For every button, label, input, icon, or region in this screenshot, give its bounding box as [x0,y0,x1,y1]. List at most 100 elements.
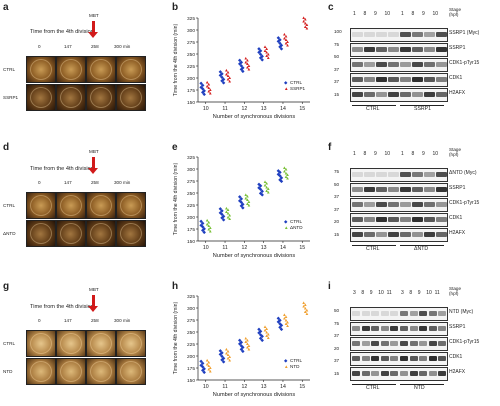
data-point-e-treated: ▲ [206,227,211,232]
data-point-h-ctrl: ◆ [219,352,223,357]
blot-band-i [409,341,418,346]
blot-band-f [424,217,435,222]
y-tick-label-b: 300 [187,28,195,34]
data-point-b-treated: ▲ [227,75,232,80]
stage-number-i: 11 [434,290,440,296]
data-point-e-ctrl: ◆ [280,179,284,184]
data-point-e-treated: ▲ [284,167,289,172]
data-point-e-treated: ▲ [243,195,248,200]
band-label-f: H2AFX [449,230,466,236]
blot-band-i [400,356,409,361]
y-tick-label-h: 225 [187,342,195,348]
stage-number-f: 10 [432,151,439,157]
blot-band-c [400,32,411,37]
band-label-f: SSRP1 [449,185,466,191]
blot-band-c [412,77,423,82]
blot-band-f [364,202,375,207]
y-tick-label-b: 150 [187,100,195,106]
data-point-e-treated: ▲ [226,207,231,212]
data-point-h-treated: ▲ [266,331,271,336]
blot-band-c [400,62,411,67]
blot-band-c [424,92,435,97]
x-tick-label-e: 12 [241,245,247,251]
data-point-b-treated: ▲ [243,56,248,61]
data-point-b-treated: ▲ [266,55,271,60]
x-axis-label-b: Number of synchronous divisions [213,114,296,120]
band-label-i: H2AFX [449,369,466,375]
data-point-b-treated: ▲ [224,68,229,73]
data-point-h-ctrl: ◆ [240,343,244,348]
mw-marker-f: 20 [334,219,340,224]
data-point-h-treated: ▲ [301,304,306,309]
data-point-e-ctrl: ◆ [259,183,263,188]
panel-letter-d: d [3,142,10,153]
data-point-e-ctrl: ◆ [220,212,224,217]
blot-band-f [424,232,435,237]
data-point-e-treated: ▲ [264,184,269,189]
data-point-b-treated: ▲ [264,46,269,51]
row-ntd-g: NTD [3,369,13,374]
mbt-arrow-head-a [88,32,98,38]
stage-number-i: 8 [409,290,413,296]
stage-number-i: 8 [361,290,365,296]
group-line-c [352,105,396,106]
blot-strip-f [350,213,448,227]
blot-band-i [352,311,361,316]
data-point-b-ctrl: ◆ [203,91,207,96]
data-point-e-ctrl: ◆ [219,210,223,215]
data-point-b-ctrl: ◆ [199,81,203,86]
blot-band-i [409,371,418,376]
blot-band-f [400,172,411,177]
mbt-arrow-head-g [88,306,98,312]
blot-strip-f [350,183,448,197]
y-tick-label-b: 175 [187,88,195,94]
data-point-e-treated: ▲ [266,190,271,195]
x-tick-label-b: 10 [203,106,209,112]
panel-letter-c: c [328,2,334,13]
data-point-e-ctrl: ◆ [240,203,244,208]
blot-band-f [364,187,375,192]
blot-band-c [376,92,387,97]
legend-marker-h: ◆ [284,358,288,363]
data-point-h-treated: ▲ [245,345,250,350]
data-point-b-treated: ▲ [205,83,210,88]
data-point-h-ctrl: ◆ [240,339,244,344]
blot-strip-c [350,43,448,57]
data-point-b-ctrl: ◆ [220,71,224,76]
data-point-h-ctrl: ◆ [257,330,261,335]
blot-band-i [380,311,389,316]
data-point-h-treated: ▲ [303,306,308,311]
mw-marker-f: 50 [334,181,340,187]
embryo-image-d-ctrl-147 [56,192,86,219]
blot-band-i [428,341,437,346]
blot-band-i [371,326,380,331]
blot-band-f [388,217,399,222]
y-tick-label-e: 325 [187,155,195,161]
data-point-e-treated: ▲ [208,225,213,230]
data-point-e-ctrl: ◆ [240,196,244,201]
blot-band-i [438,341,447,346]
data-point-h-treated: ▲ [264,333,269,338]
data-point-e-ctrl: ◆ [220,208,224,213]
blot-band-f [352,202,363,207]
blot-strip-f [350,198,448,212]
data-point-e-ctrl: ◆ [278,170,282,175]
blot-band-f [352,172,363,177]
data-point-e-ctrl: ◆ [222,217,226,222]
data-point-h-treated: ▲ [227,354,232,359]
blot-band-i [428,311,437,316]
stage-number-i: 10 [378,290,384,296]
data-point-h-ctrl: ◆ [241,345,245,350]
x-tick-label-h: 11 [222,384,227,390]
data-point-h-treated: ▲ [284,321,289,326]
data-point-h-treated: ▲ [285,323,290,328]
legend-marker-e: ▲ [284,225,289,230]
data-point-b-treated: ▲ [284,37,289,42]
data-point-b-treated: ▲ [305,26,310,31]
data-point-b-treated: ▲ [227,79,232,84]
panel-letter-i: i [328,281,331,292]
data-point-b-ctrl: ◆ [219,69,223,74]
time-title-d: Time from the 4th division [30,166,94,172]
mw-marker-c: 50 [334,54,340,59]
blot-band-i [371,341,380,346]
